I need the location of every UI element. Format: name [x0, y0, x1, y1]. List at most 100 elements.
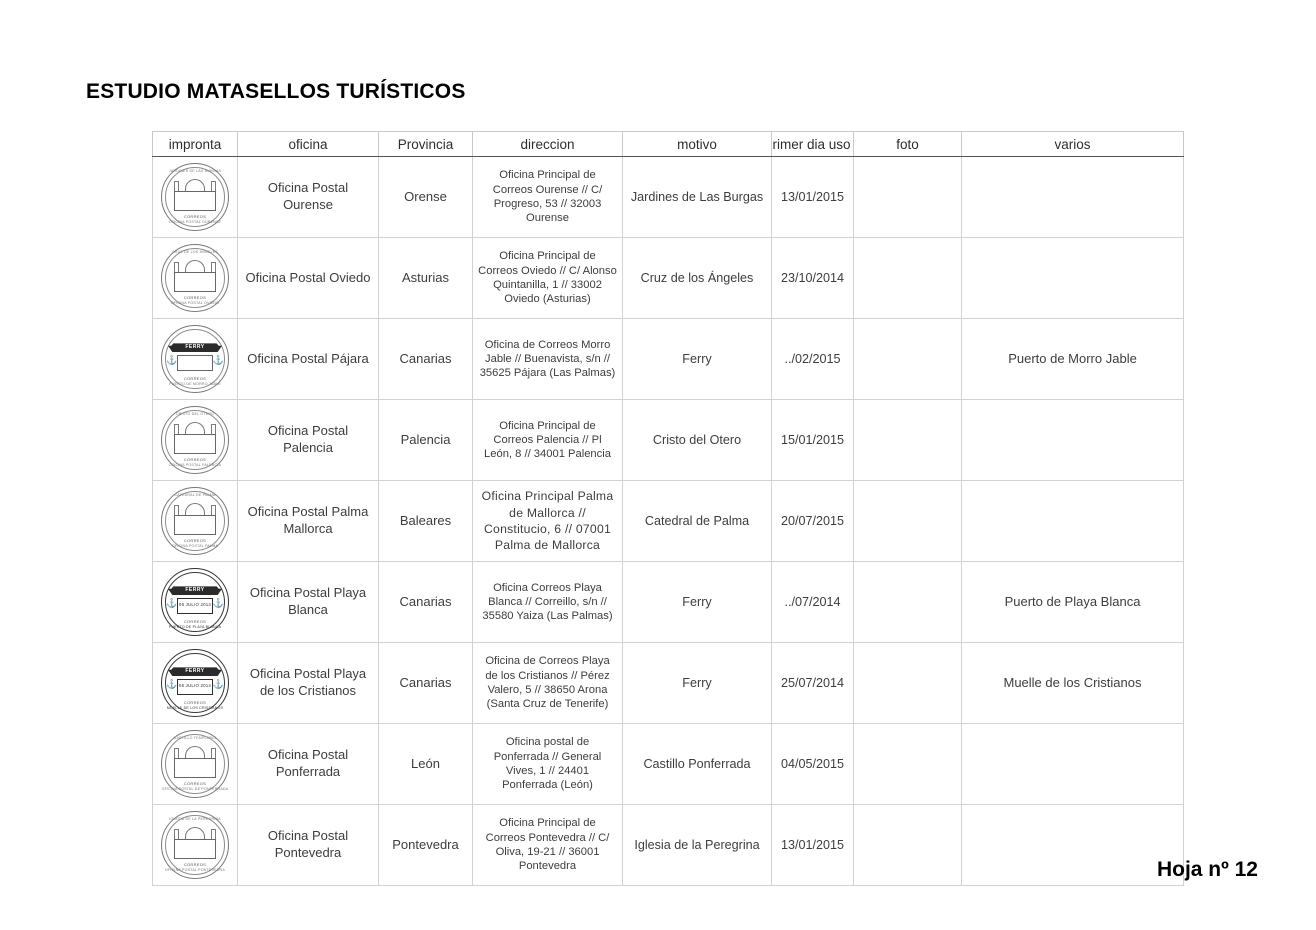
- stamp-bottom-arc-text: OFICINA POSTAL PALMA: [171, 544, 219, 549]
- cell-impronta: JARDINES DE LAS BURGAS CORREOS OFICINA POS…: [152, 156, 238, 238]
- stamp-outer-circle: [161, 568, 229, 636]
- stamp-bottom-arc-text: OFICINA POSTAL OVIEDO: [170, 301, 220, 306]
- stamp-date-box: [174, 434, 216, 454]
- cell-impronta: CRUZ DE LOS ÁNGELES CORREOS OFICINA POSTAL…: [152, 237, 238, 319]
- monument-icon: [172, 741, 218, 759]
- postmark-stamp-icon: CRISTO DEL OTERO CORREOS OFICINA POSTAL PA…: [161, 406, 229, 474]
- cell-foto: [853, 804, 962, 886]
- cell-varios: [961, 480, 1184, 562]
- column-header-foto[interactable]: foto: [853, 131, 962, 157]
- column-header-oficina[interactable]: oficina: [237, 131, 379, 157]
- cell-motivo: Cruz de los Ángeles: [622, 237, 772, 319]
- cell-motivo: Catedral de Palma: [622, 480, 772, 562]
- table-row: CRISTO DEL OTERO CORREOS OFICINA POSTAL PA…: [152, 399, 1184, 481]
- anchor-icon-right: ⚓: [212, 679, 224, 689]
- cell-motivo: Ferry: [622, 561, 772, 643]
- cell-oficina: Oficina Postal Pontevedra: [237, 804, 379, 886]
- stamp-outer-circle: [161, 325, 229, 393]
- cell-motivo: Cristo del Otero: [622, 399, 772, 481]
- cell-varios: [961, 237, 1184, 319]
- anchor-icon-right: ⚓: [212, 598, 224, 608]
- monument-dome: [185, 746, 205, 759]
- stamp-top-arc-text: JARDINES DE LAS BURGAS: [168, 169, 222, 173]
- postmark-stamp-icon: FERRY ⚓ ⚓ 06 JULIO 2014 CORREOS MUELLE DE LOS…: [161, 649, 229, 717]
- stamp-outer-circle: [161, 649, 229, 717]
- stamp-outer-circle: [161, 730, 229, 798]
- cell-impronta: FERRY ⚓ ⚓ 06 JULIO 2014 CORREOS PUERTO DE PLA…: [152, 561, 238, 643]
- cell-provincia: Pontevedra: [378, 804, 473, 886]
- stamp-outer-circle: [161, 487, 229, 555]
- column-header-direccion[interactable]: direccion: [472, 131, 623, 157]
- cell-motivo: Ferry: [622, 318, 772, 400]
- cell-provincia: Canarias: [378, 642, 473, 724]
- stamp-top-arc-text: CASTILLO TEMPLARIO: [173, 736, 217, 740]
- stamp-top-arc-text: IGLESIA DE LA PEREGRINA: [169, 817, 221, 821]
- stamp-inner-circle: [165, 410, 225, 470]
- cell-primer-dia-uso: 04/05/2015: [771, 723, 854, 805]
- cell-foto: [853, 318, 962, 400]
- stamp-inner-circle: [165, 653, 225, 713]
- table-body: JARDINES DE LAS BURGAS CORREOS OFICINA POS…: [152, 156, 1184, 886]
- cell-direccion: Oficina postal de Ponferrada // General …: [472, 723, 623, 805]
- page-title: ESTUDIO MATASELLOS TURÍSTICOS: [86, 80, 466, 103]
- cell-provincia: Orense: [378, 156, 473, 238]
- table-row: FERRY ⚓ ⚓ 06 JULIO 2014 CORREOS MUELLE DE LOS…: [152, 642, 1184, 724]
- postmark-stamp-icon: FERRY ⚓ ⚓ CORREOS PUERTO DE MORRO JABLE: [161, 325, 229, 393]
- cell-primer-dia-uso: ../02/2015: [771, 318, 854, 400]
- stamp-table-container: impronta oficina Provincia direccion mot…: [152, 131, 1184, 886]
- stamp-correos-label: CORREOS: [183, 780, 207, 786]
- stamp-outer-circle: [161, 163, 229, 231]
- stamp-inner-circle: [165, 248, 225, 308]
- cell-foto: [853, 561, 962, 643]
- cell-motivo: Ferry: [622, 642, 772, 724]
- cell-impronta: FERRY ⚓ ⚓ 06 JULIO 2014 CORREOS MUELLE DE LOS…: [152, 642, 238, 724]
- column-header-varios[interactable]: varios: [961, 131, 1184, 157]
- table-row: FERRY ⚓ ⚓ 06 JULIO 2014 CORREOS PUERTO DE PLA…: [152, 561, 1184, 643]
- cell-primer-dia-uso: 25/07/2014: [771, 642, 854, 724]
- monument-dome: [185, 422, 205, 435]
- stamp-correos-label: CORREOS: [183, 375, 207, 381]
- stamp-date-box: [177, 355, 213, 371]
- table-header-row: impronta oficina Provincia direccion mot…: [152, 131, 1184, 157]
- cell-foto: [853, 399, 962, 481]
- cell-direccion: Oficina Principal Palma de Mallorca // C…: [472, 480, 623, 562]
- stamp-correos-label: CORREOS: [183, 618, 207, 624]
- ferry-ship-icon: [168, 667, 222, 676]
- cell-impronta: CASTILLO TEMPLARIO CORREOS OFICINA POSTAL …: [152, 723, 238, 805]
- monument-icon: [172, 417, 218, 435]
- column-header-provincia[interactable]: Provincia: [378, 131, 473, 157]
- cell-varios: Puerto de Playa Blanca: [961, 561, 1184, 643]
- stamp-inner-circle: [165, 815, 225, 875]
- postmark-stamp-icon: JARDINES DE LAS BURGAS CORREOS OFICINA POS…: [161, 163, 229, 231]
- stamp-correos-label: CORREOS: [183, 456, 207, 462]
- cell-provincia: León: [378, 723, 473, 805]
- cell-foto: [853, 156, 962, 238]
- column-header-primer-dia-uso[interactable]: primer dia uso: [771, 131, 854, 157]
- cell-varios: [961, 156, 1184, 238]
- postmark-stamp-icon: CRUZ DE LOS ÁNGELES CORREOS OFICINA POSTAL…: [161, 244, 229, 312]
- table-row: CRUZ DE LOS ÁNGELES CORREOS OFICINA POSTAL…: [152, 237, 1184, 319]
- cell-foto: [853, 480, 962, 562]
- stamp-date-text: 06 JULIO 2014: [178, 602, 212, 607]
- stamp-outer-circle: [161, 811, 229, 879]
- cell-primer-dia-uso: 23/10/2014: [771, 237, 854, 319]
- cell-varios: [961, 723, 1184, 805]
- anchor-icon-left: ⚓: [166, 598, 178, 608]
- stamp-top-arc-text: CRUZ DE LOS ÁNGELES: [172, 250, 218, 254]
- postmark-stamp-icon: CATEDRAL DE PALMA CORREOS OFICINA POSTAL P…: [161, 487, 229, 555]
- anchor-icon-left: ⚓: [166, 355, 178, 365]
- cell-direccion: Oficina de Correos Playa de los Cristian…: [472, 642, 623, 724]
- cell-oficina: Oficina Postal Palencia: [237, 399, 379, 481]
- cell-motivo: Iglesia de la Peregrina: [622, 804, 772, 886]
- postmark-stamp-icon: FERRY ⚓ ⚓ 06 JULIO 2014 CORREOS PUERTO DE PLA…: [161, 568, 229, 636]
- cell-direccion: Oficina de Correos Morro Jable // Buenav…: [472, 318, 623, 400]
- stamp-date-box: [174, 191, 216, 211]
- column-header-impronta[interactable]: impronta: [152, 131, 238, 157]
- table-row: CATEDRAL DE PALMA CORREOS OFICINA POSTAL P…: [152, 480, 1184, 562]
- table-row: FERRY ⚓ ⚓ CORREOS PUERTO DE MORRO JABLE Ofici…: [152, 318, 1184, 400]
- column-header-motivo[interactable]: motivo: [622, 131, 772, 157]
- stamp-outer-circle: [161, 406, 229, 474]
- stamp-inner-circle: [165, 734, 225, 794]
- monument-icon: [172, 498, 218, 516]
- postmark-stamp-icon: CASTILLO TEMPLARIO CORREOS OFICINA POSTAL …: [161, 730, 229, 798]
